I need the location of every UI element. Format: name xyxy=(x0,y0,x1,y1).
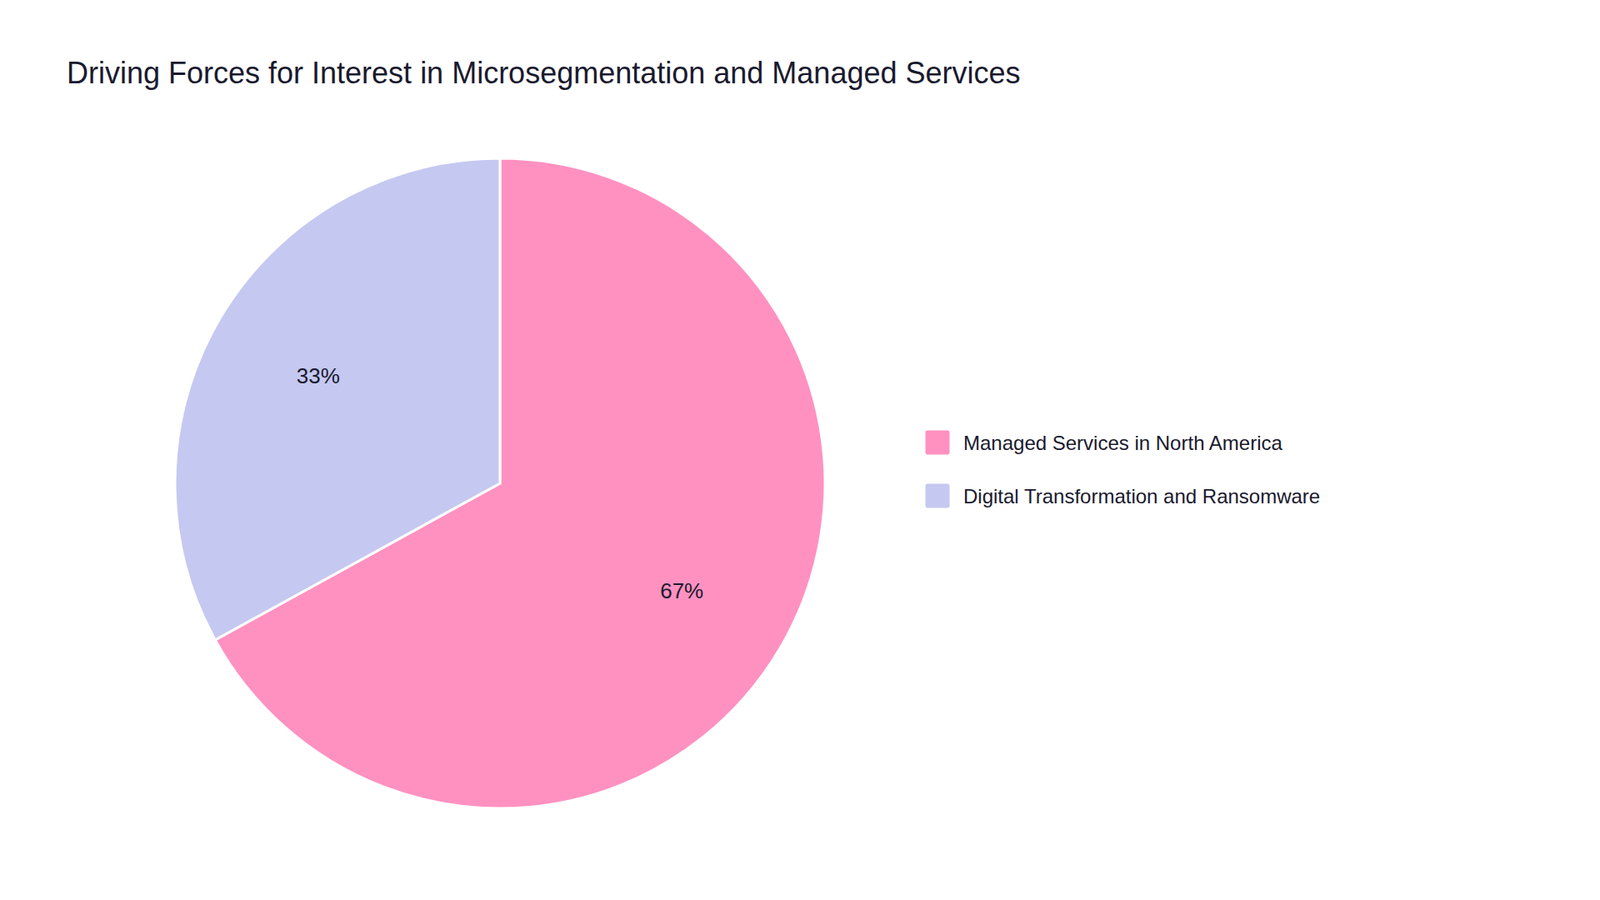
chart-container: Driving Forces for Interest in Microsegm… xyxy=(0,0,1600,900)
pie-slice xyxy=(175,158,500,640)
legend-label: Managed Services in North America xyxy=(963,431,1283,455)
legend-label: Digital Transformation and Ransomware xyxy=(963,485,1320,508)
legend: Managed Services in North America Digital… xyxy=(925,430,1320,509)
chart-title: Driving Forces for Interest in Microsegm… xyxy=(66,55,1021,90)
data-labels: 67% 33% xyxy=(296,363,704,604)
data-label: 33% xyxy=(296,363,340,389)
chart-svg: Driving Forces for Interest in Microsegm… xyxy=(0,0,1600,900)
data-label: 67% xyxy=(660,578,704,604)
legend-swatch xyxy=(925,483,950,509)
legend-swatch xyxy=(925,430,950,455)
pie-slices xyxy=(175,158,825,809)
